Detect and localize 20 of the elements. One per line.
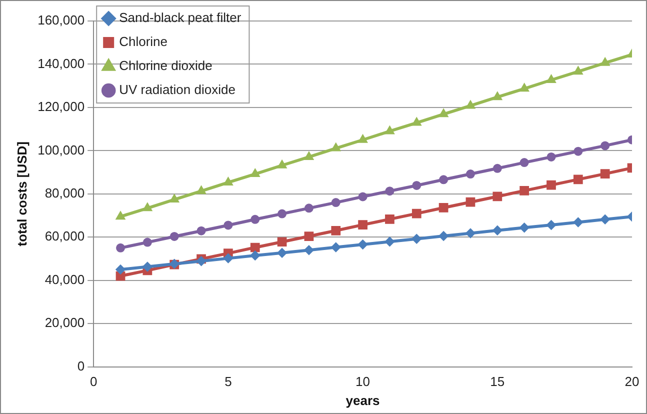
legend-label: Chlorine <box>119 34 168 50</box>
x-axis-title: years <box>346 392 380 408</box>
y-tick-label: 160,000 <box>38 12 85 28</box>
x-tick-label: 10 <box>356 374 370 390</box>
y-tick-label: 20,000 <box>44 315 85 330</box>
y-tick-label: 140,000 <box>38 56 85 71</box>
y-tick-label: 120,000 <box>38 99 85 114</box>
legend-label: Sand-black peat filter <box>119 10 242 26</box>
y-tick-label: 80,000 <box>44 185 85 200</box>
x-tick-label: 0 <box>90 374 98 390</box>
legend-label: Chlorine dioxide <box>119 58 212 74</box>
x-tick-label: 20 <box>624 374 640 390</box>
x-tick-label: 5 <box>224 374 232 390</box>
x-tick-label: 15 <box>490 374 505 390</box>
y-tick-label: 0 <box>77 358 85 374</box>
y-axis-title: total costs [USD] <box>14 142 30 246</box>
y-tick-label: 100,000 <box>38 142 85 158</box>
legend-label: UV radiation dioxide <box>119 82 236 98</box>
y-tick-label: 40,000 <box>44 272 85 287</box>
y-tick-label: 60,000 <box>44 228 85 244</box>
